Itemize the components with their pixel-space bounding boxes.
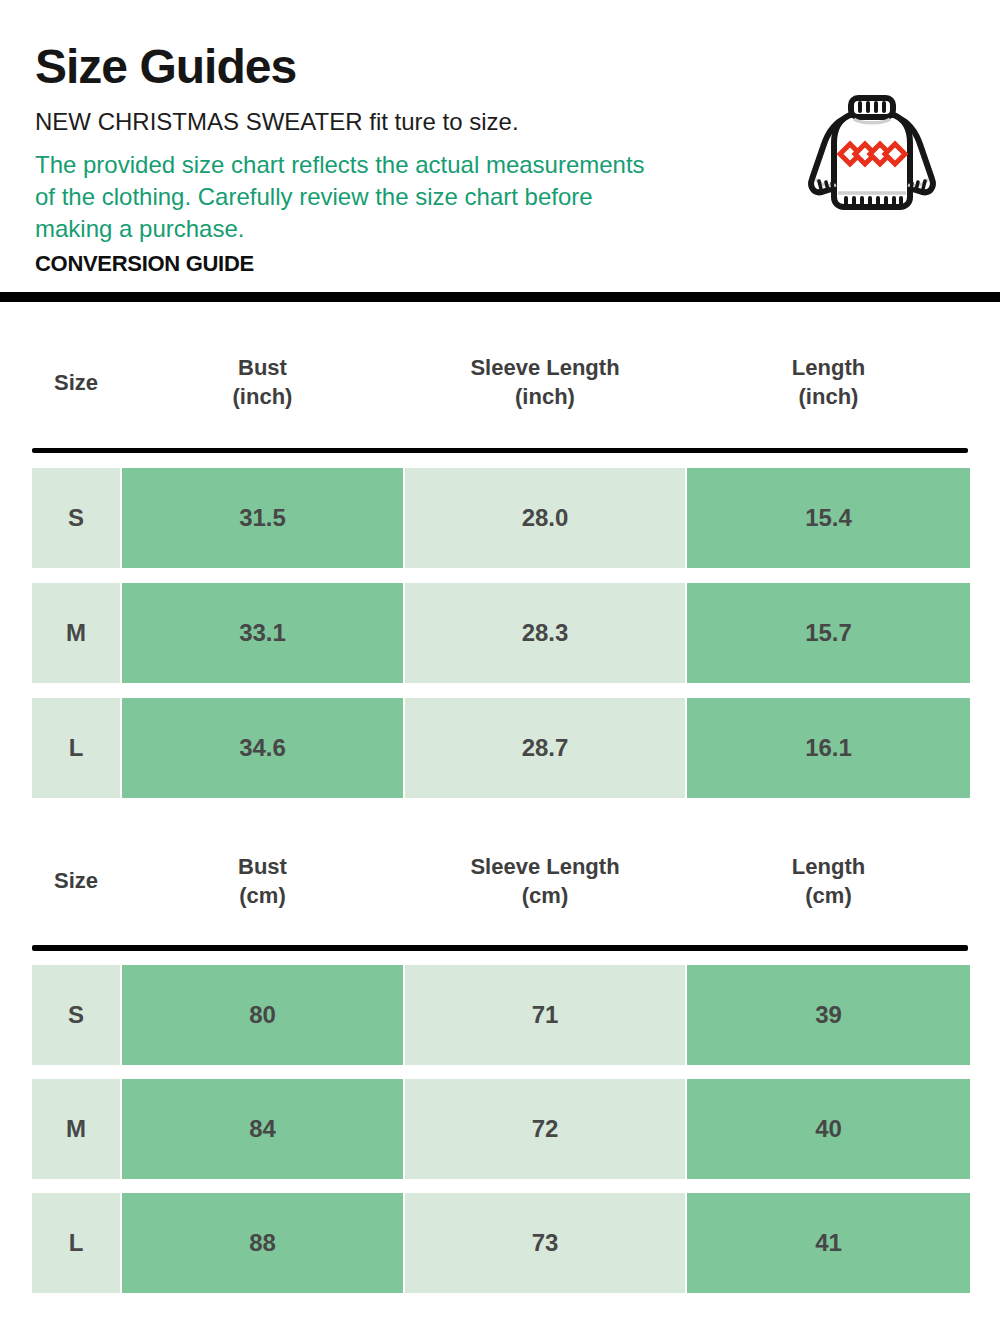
column-title: Sleeve Length <box>470 353 619 382</box>
column-header-sleeve-length: Sleeve Length (cm) <box>405 852 685 910</box>
column-unit: (inch) <box>799 382 859 411</box>
cell-sleeve: 28.3 <box>405 583 685 683</box>
cell-bust: 80 <box>122 965 403 1065</box>
column-title: Sleeve Length <box>470 852 619 881</box>
table-row-s: S 31.5 28.0 15.4 <box>32 468 968 568</box>
column-unit: (cm) <box>805 881 851 910</box>
cell-sleeve: 72 <box>405 1079 685 1179</box>
size-guide-page: Size Guides NEW CHRISTMAS SWEATER fit tu… <box>0 0 1000 1331</box>
section-divider-bar <box>0 292 1000 302</box>
cm-table-rows: S 80 71 39 M 84 72 40 L 88 73 41 <box>32 965 968 1293</box>
column-unit: (inch) <box>233 382 293 411</box>
header-section: Size Guides NEW CHRISTMAS SWEATER fit tu… <box>0 0 1000 277</box>
column-title: Length <box>792 852 865 881</box>
cell-size: S <box>32 965 120 1065</box>
column-header-bust: Bust (cm) <box>122 852 403 910</box>
cell-size: M <box>32 1079 120 1179</box>
inch-table-header: Size Bust (inch) Sleeve Length (inch) Le… <box>32 302 968 448</box>
sweater-collar <box>851 98 893 117</box>
column-unit: (inch) <box>515 382 575 411</box>
cell-length: 16.1 <box>687 698 970 798</box>
column-unit: (cm) <box>522 881 568 910</box>
column-title: Size <box>54 866 98 895</box>
table-row-l: L 34.6 28.7 16.1 <box>32 698 968 798</box>
cell-size: M <box>32 583 120 683</box>
column-title: Bust <box>238 852 287 881</box>
cell-size: S <box>32 468 120 568</box>
cell-sleeve: 71 <box>405 965 685 1065</box>
column-header-length: Length (cm) <box>687 852 970 910</box>
cell-bust: 34.6 <box>122 698 403 798</box>
column-title: Bust <box>238 353 287 382</box>
table-row-m: M 84 72 40 <box>32 1079 968 1179</box>
inch-table-rows: S 31.5 28.0 15.4 M 33.1 28.3 15.7 L 34.6… <box>32 468 968 798</box>
table-header-rule <box>32 945 968 951</box>
table-header-rule <box>32 448 968 453</box>
column-header-length: Length (inch) <box>687 353 970 411</box>
table-row-m: M 33.1 28.3 15.7 <box>32 583 968 683</box>
column-title: Length <box>792 353 865 382</box>
column-header-size: Size <box>32 368 120 397</box>
column-header-size: Size <box>32 866 120 895</box>
cell-bust: 31.5 <box>122 468 403 568</box>
conversion-guide-label: CONVERSION GUIDE <box>35 251 1000 277</box>
cell-size: L <box>32 1193 120 1293</box>
cell-bust: 84 <box>122 1079 403 1179</box>
page-title: Size Guides <box>35 43 1000 91</box>
column-title: Size <box>54 368 98 397</box>
cell-bust: 33.1 <box>122 583 403 683</box>
cell-sleeve: 28.0 <box>405 468 685 568</box>
cell-size: L <box>32 698 120 798</box>
cell-length: 15.4 <box>687 468 970 568</box>
christmas-sweater-icon <box>802 95 942 231</box>
cell-length: 41 <box>687 1193 970 1293</box>
cell-length: 40 <box>687 1079 970 1179</box>
column-header-sleeve-length: Sleeve Length (inch) <box>405 353 685 411</box>
cell-length: 39 <box>687 965 970 1065</box>
cell-sleeve: 28.7 <box>405 698 685 798</box>
cell-sleeve: 73 <box>405 1193 685 1293</box>
table-row-s: S 80 71 39 <box>32 965 968 1065</box>
cell-bust: 88 <box>122 1193 403 1293</box>
column-unit: (cm) <box>239 881 285 910</box>
table-row-l: L 88 73 41 <box>32 1193 968 1293</box>
cm-table-header: Size Bust (cm) Sleeve Length (cm) Length… <box>32 798 968 945</box>
cell-length: 15.7 <box>687 583 970 683</box>
column-header-bust: Bust (inch) <box>122 353 403 411</box>
